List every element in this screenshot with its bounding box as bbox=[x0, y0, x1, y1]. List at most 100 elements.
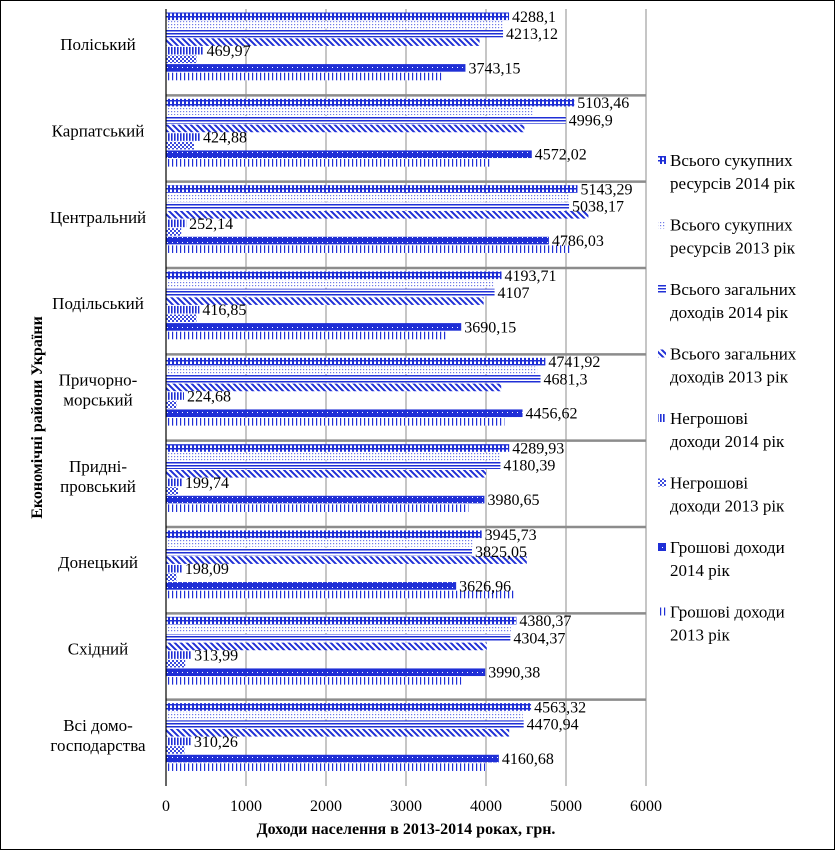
x-tick-label: 1000 bbox=[230, 798, 262, 815]
bar bbox=[166, 124, 525, 133]
bar bbox=[166, 314, 197, 323]
legend-label: доходи 2014 рік bbox=[670, 432, 785, 451]
legend-swatch bbox=[658, 156, 666, 164]
category-label: Карпатський bbox=[52, 122, 145, 141]
data-label: 310,26 bbox=[194, 734, 238, 751]
bar bbox=[166, 651, 192, 659]
bar bbox=[166, 150, 532, 159]
bar bbox=[166, 504, 469, 512]
bar bbox=[166, 487, 178, 495]
legend-label: Всього загальних bbox=[670, 345, 797, 364]
category-label: Центральний bbox=[50, 208, 146, 227]
legend-label: доходів 2014 рік bbox=[670, 303, 789, 322]
legend-swatch bbox=[658, 285, 666, 293]
category-label: Східний bbox=[68, 640, 129, 659]
data-label: 4572,02 bbox=[535, 147, 587, 164]
data-label: 4786,03 bbox=[552, 233, 604, 250]
legend-swatch bbox=[658, 414, 666, 422]
bar bbox=[166, 616, 517, 625]
data-label: 3825,05 bbox=[475, 544, 527, 561]
category-label: морський bbox=[63, 391, 133, 410]
data-label: 3690,15 bbox=[464, 319, 516, 336]
data-label: 4681,3 bbox=[544, 371, 588, 388]
bar bbox=[166, 29, 504, 38]
bar bbox=[166, 668, 486, 677]
legend-swatch bbox=[658, 478, 666, 487]
x-tick-label: 5000 bbox=[550, 798, 582, 815]
bar bbox=[166, 323, 462, 331]
data-label: 5038,17 bbox=[572, 199, 624, 216]
bar bbox=[166, 366, 538, 375]
bar bbox=[166, 392, 184, 400]
bar bbox=[166, 564, 182, 573]
bar bbox=[166, 659, 186, 668]
legend-swatch bbox=[658, 543, 666, 551]
bar bbox=[166, 746, 185, 754]
legend-label: ресурсів 2013 рік bbox=[670, 239, 796, 258]
bars bbox=[166, 12, 589, 771]
legend-label: Негрошові bbox=[670, 474, 748, 493]
bar bbox=[166, 720, 524, 728]
legend-label: Грошові доходи bbox=[670, 603, 785, 622]
bar bbox=[166, 478, 182, 487]
data-label: 4380,37 bbox=[519, 613, 571, 630]
bar bbox=[166, 763, 486, 771]
bar bbox=[166, 539, 473, 547]
bar bbox=[166, 582, 457, 590]
data-label: 4107 bbox=[498, 285, 530, 302]
data-label: 4213,12 bbox=[506, 26, 558, 43]
bar bbox=[166, 452, 501, 461]
category-separators bbox=[166, 94, 646, 701]
data-label: 4160,68 bbox=[502, 751, 554, 768]
bar bbox=[166, 219, 187, 228]
bar bbox=[166, 444, 510, 452]
bar bbox=[166, 116, 566, 124]
data-label: 4180,39 bbox=[503, 458, 555, 475]
bar bbox=[166, 228, 182, 236]
bar bbox=[166, 297, 484, 305]
data-label: 5103,46 bbox=[577, 95, 629, 112]
category-label: господарства bbox=[50, 736, 146, 755]
bar bbox=[166, 400, 177, 409]
bar bbox=[166, 98, 575, 107]
data-label: 3990,38 bbox=[488, 665, 540, 682]
data-label: 4289,93 bbox=[512, 440, 564, 457]
category-label: провський bbox=[60, 477, 136, 496]
category-label: Причорно- bbox=[59, 371, 138, 390]
data-label: 313,99 bbox=[194, 648, 238, 665]
bar bbox=[166, 754, 499, 763]
bar bbox=[166, 634, 511, 642]
bar bbox=[166, 288, 495, 297]
bar bbox=[166, 159, 491, 167]
legend-label: ресурсів 2014 рік bbox=[670, 174, 796, 193]
legend-label: 2013 рік bbox=[670, 626, 730, 645]
data-label: 3945,73 bbox=[485, 527, 537, 544]
legend-label: 2014 рік bbox=[670, 561, 730, 580]
bar bbox=[166, 357, 546, 366]
data-label: 199,74 bbox=[185, 475, 229, 492]
bar bbox=[166, 280, 494, 288]
x-tick-label: 6000 bbox=[630, 798, 662, 815]
bar bbox=[166, 547, 473, 556]
bar bbox=[166, 12, 510, 21]
y-axis-title: Економічні райони України bbox=[29, 316, 46, 519]
category-label: Поліський bbox=[60, 35, 136, 54]
legend-label: Грошові доходи bbox=[670, 538, 785, 557]
data-label: 3626,96 bbox=[459, 578, 511, 595]
bar bbox=[166, 409, 523, 418]
bar bbox=[166, 185, 578, 193]
data-label: 4996,9 bbox=[569, 112, 613, 129]
data-label: 198,09 bbox=[185, 561, 229, 578]
data-label: 424,88 bbox=[203, 130, 247, 147]
bar bbox=[166, 383, 502, 392]
bar bbox=[166, 141, 194, 150]
legend-label: Всього сукупних bbox=[670, 216, 793, 235]
legend-swatch bbox=[658, 349, 666, 358]
category-label: Всі домо- bbox=[63, 716, 133, 735]
data-label: 4304,37 bbox=[513, 630, 565, 647]
legend-swatch bbox=[658, 220, 666, 229]
x-tick-labels: 0 1000 2000 3000 4000 5000 6000 bbox=[162, 798, 662, 815]
data-label: 4456,62 bbox=[526, 406, 578, 423]
bar bbox=[166, 133, 200, 141]
legend-swatch bbox=[658, 607, 666, 616]
